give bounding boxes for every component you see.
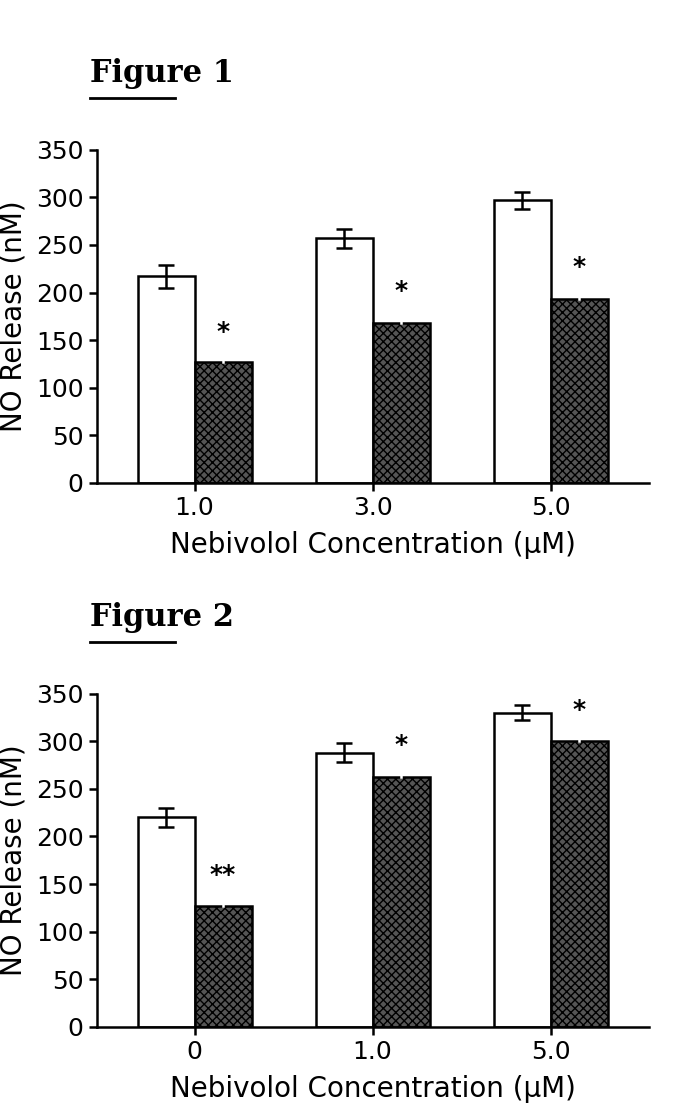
X-axis label: Nebivolol Concentration (μM): Nebivolol Concentration (μM) — [170, 1076, 575, 1103]
Y-axis label: NO Release (nM): NO Release (nM) — [0, 201, 28, 432]
Bar — [315, 753, 373, 1027]
Bar — [137, 276, 195, 483]
Text: *: * — [395, 279, 408, 303]
Bar — [493, 200, 551, 483]
Text: *: * — [573, 255, 586, 280]
Bar — [551, 741, 608, 1027]
X-axis label: Nebivolol Concentration (μM): Nebivolol Concentration (μM) — [170, 532, 575, 559]
Text: **: ** — [210, 862, 236, 887]
Bar — [373, 777, 430, 1027]
Bar — [551, 300, 608, 483]
Text: *: * — [573, 698, 586, 723]
Bar — [315, 239, 373, 483]
Bar — [195, 362, 252, 483]
Bar — [137, 817, 195, 1027]
Text: Figure 1: Figure 1 — [90, 58, 234, 89]
Text: *: * — [395, 734, 408, 757]
Bar — [195, 906, 252, 1027]
Bar — [373, 323, 430, 483]
Y-axis label: NO Release (nM): NO Release (nM) — [0, 745, 28, 976]
Bar — [493, 713, 551, 1027]
Text: Figure 2: Figure 2 — [90, 602, 234, 633]
Text: *: * — [217, 320, 230, 344]
